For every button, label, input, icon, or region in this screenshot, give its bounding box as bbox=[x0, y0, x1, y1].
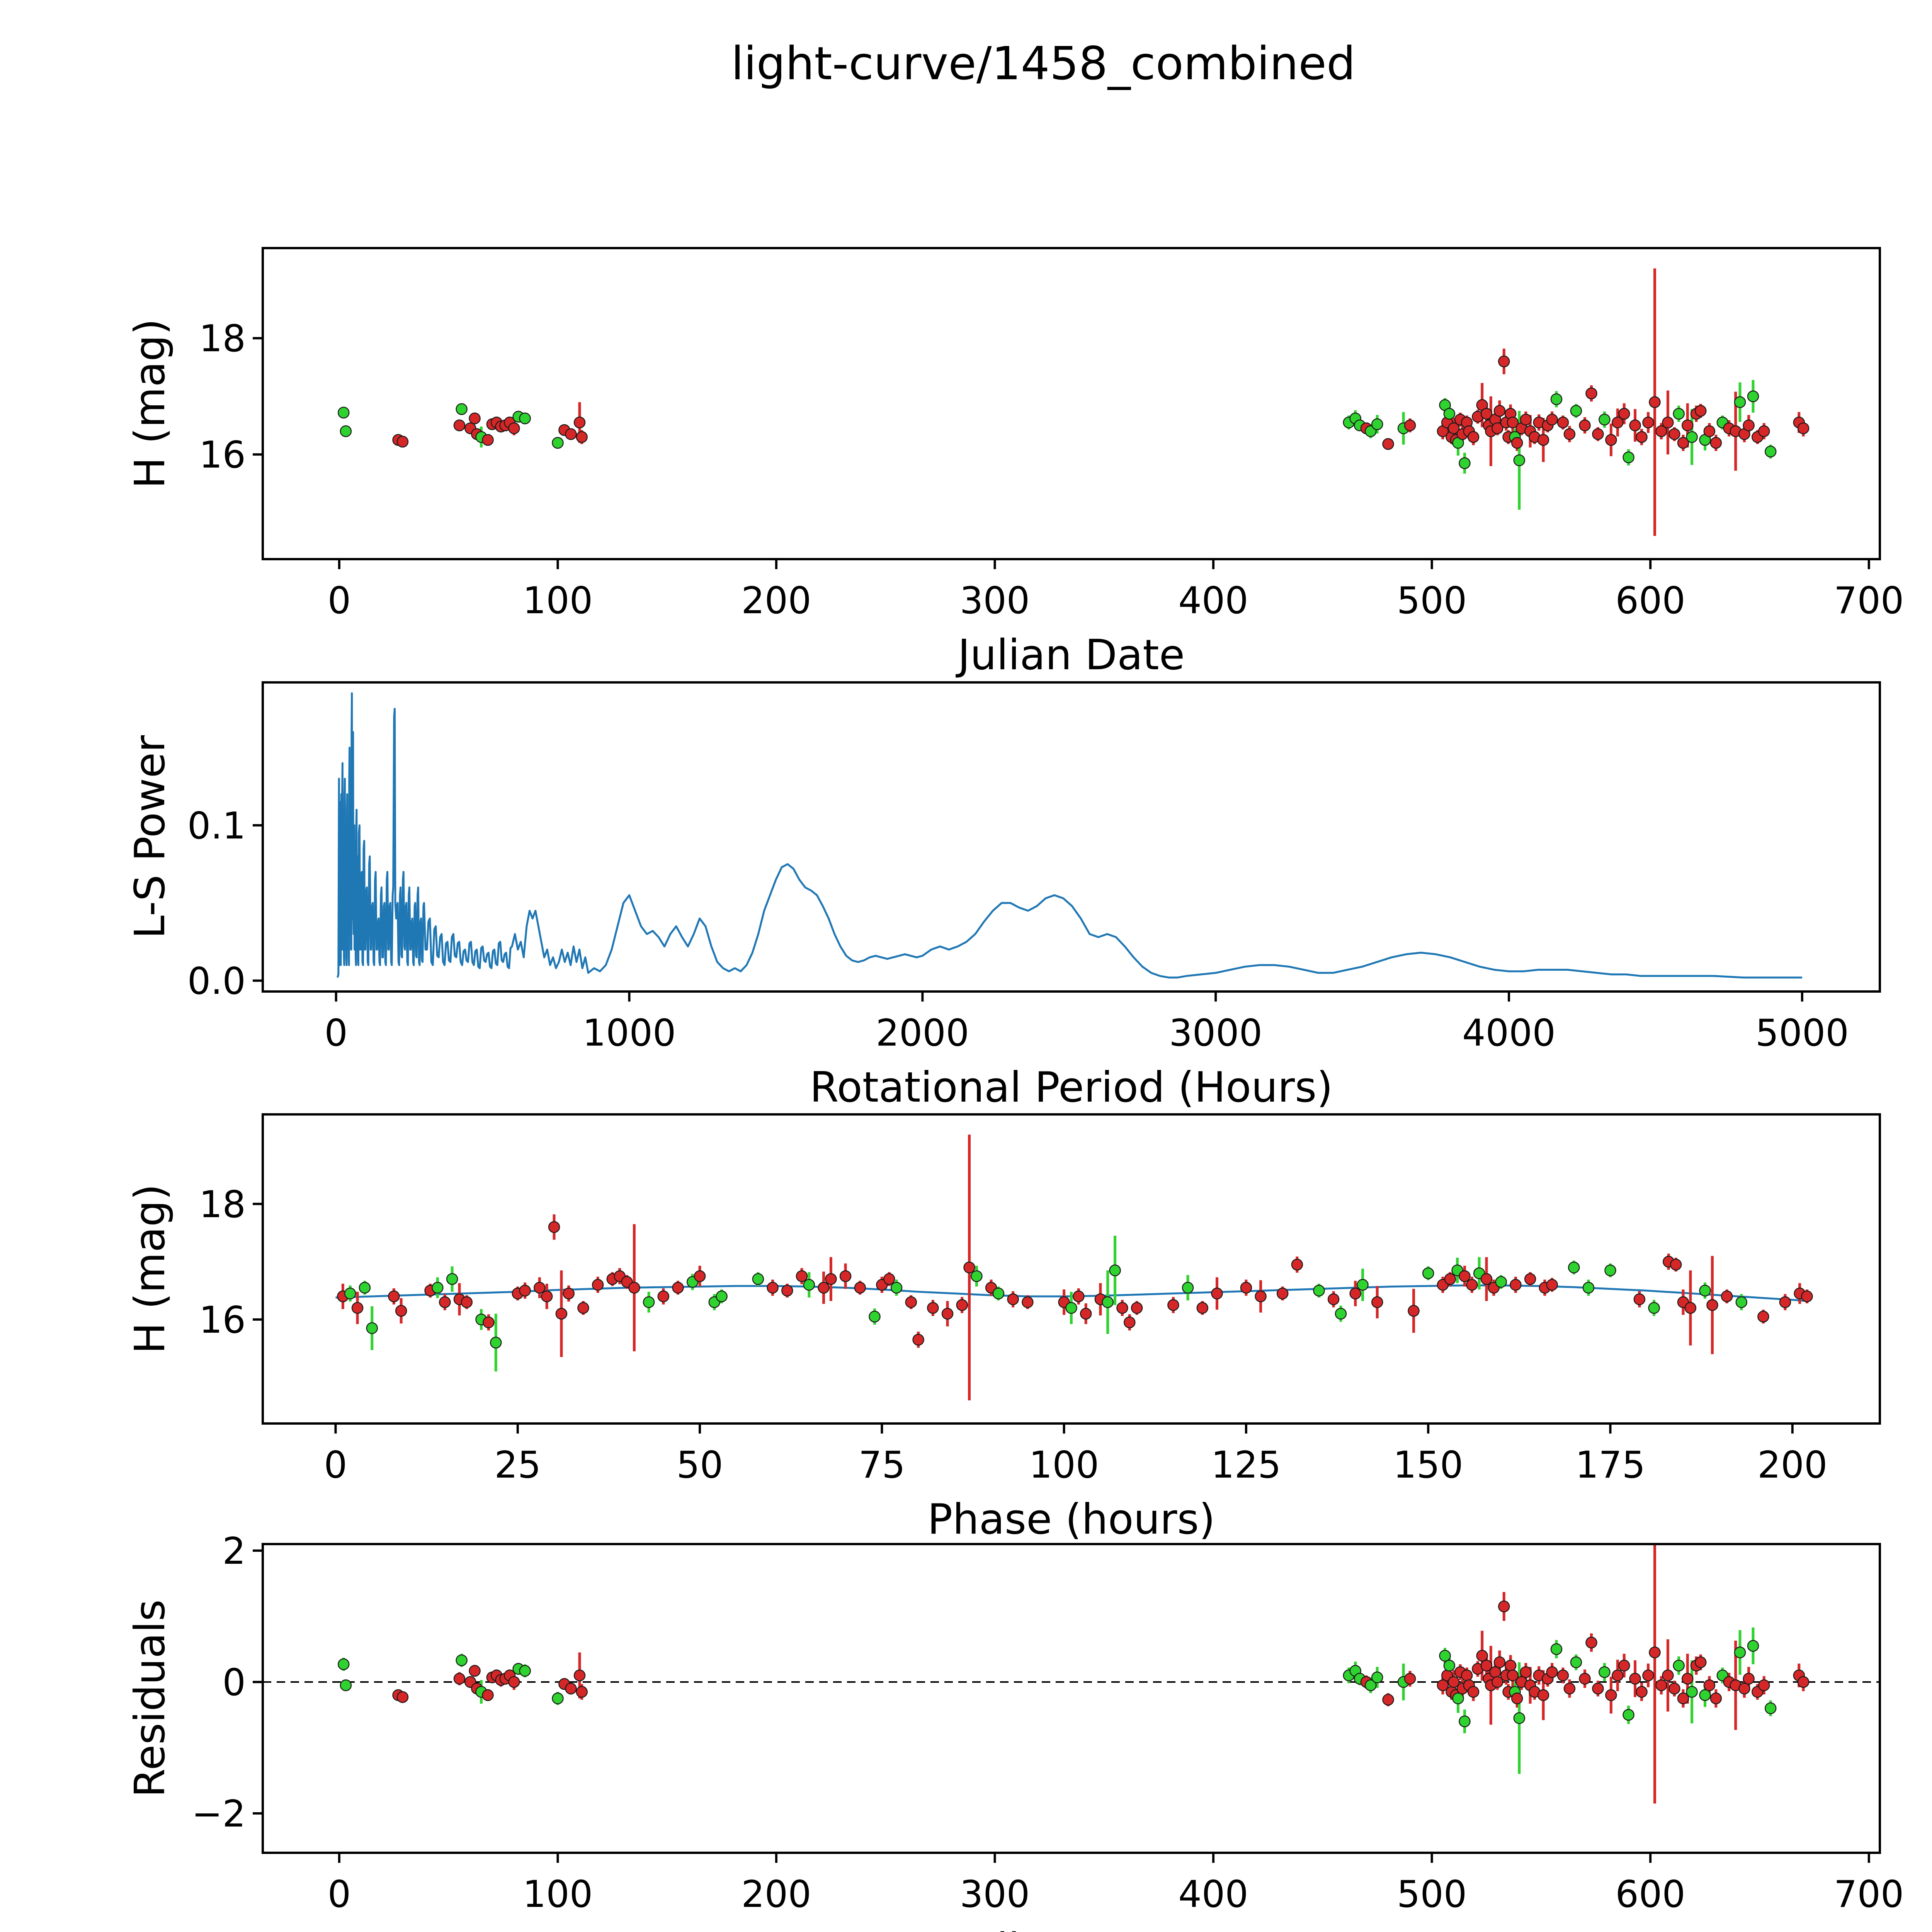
y-tick-label: 16 bbox=[199, 1299, 246, 1342]
y-tick-label: 0.1 bbox=[187, 805, 246, 847]
y-tick-label: 18 bbox=[199, 1184, 246, 1226]
data-points bbox=[338, 1600, 1810, 1728]
x-tick-label: 0 bbox=[324, 1012, 347, 1054]
x-tick-label: 175 bbox=[1575, 1444, 1645, 1486]
error-bars bbox=[342, 1544, 1805, 1804]
x-tick-label: 3000 bbox=[1169, 1012, 1262, 1054]
x-tick-label: 600 bbox=[1616, 1873, 1685, 1916]
x-tick-label: 100 bbox=[523, 1873, 593, 1916]
plot-area-phase_mag bbox=[335, 1134, 1813, 1401]
x-tick-label: 500 bbox=[1397, 1873, 1467, 1916]
y-axis-label: H (mag) bbox=[126, 319, 174, 489]
x-tick-label: 0 bbox=[328, 580, 351, 622]
x-tick-label: 400 bbox=[1178, 580, 1248, 622]
x-axis-label: Julian Date bbox=[956, 631, 1185, 679]
x-tick-label: 700 bbox=[1834, 1873, 1904, 1916]
y-tick-label: −2 bbox=[192, 1793, 246, 1835]
y-axis-label: L-S Power bbox=[126, 735, 174, 939]
plot-area-residuals bbox=[263, 1544, 1880, 1804]
x-tick-label: 0 bbox=[328, 1873, 351, 1916]
y-tick-label: 16 bbox=[199, 434, 246, 476]
x-axis-label: Phase (hours) bbox=[927, 1495, 1215, 1544]
x-tick-label: 25 bbox=[494, 1444, 541, 1486]
data-points bbox=[338, 355, 1810, 469]
y-tick-label: 18 bbox=[199, 318, 246, 360]
axes-box bbox=[262, 681, 1881, 993]
x-tick-label: 500 bbox=[1397, 580, 1467, 622]
x-tick-label: 5000 bbox=[1755, 1012, 1849, 1054]
error-bars bbox=[341, 1134, 1808, 1401]
x-tick-label: 150 bbox=[1393, 1444, 1463, 1486]
periodogram-line bbox=[337, 692, 1802, 979]
axes-box bbox=[262, 1543, 1881, 1854]
x-tick-label: 700 bbox=[1834, 580, 1904, 622]
x-axis-label: Rotational Period (Hours) bbox=[810, 1063, 1333, 1112]
y-axis-label: H (mag) bbox=[126, 1184, 174, 1354]
error-bars bbox=[342, 268, 1805, 536]
axes-box bbox=[262, 1113, 1881, 1425]
x-tick-label: 300 bbox=[960, 580, 1030, 622]
x-tick-label: 75 bbox=[859, 1444, 905, 1486]
x-axis-label: Julian Date bbox=[956, 1925, 1185, 1932]
x-tick-label: 300 bbox=[960, 1873, 1030, 1916]
x-tick-label: 0 bbox=[324, 1444, 347, 1486]
panel-periodogram: 0 1000 2000 3000 4000 5000 0.0 0.1 Rotational Pe… bbox=[126, 681, 1881, 1112]
x-tick-label: 4000 bbox=[1462, 1012, 1556, 1054]
plot-area-jd_mag bbox=[338, 268, 1810, 536]
panel-residuals: 0 100 200 300 400 500 600 700 −2 0 2 Julian Date Res… bbox=[126, 1530, 1904, 1932]
x-tick-label: 100 bbox=[523, 580, 593, 622]
data-points bbox=[337, 1221, 1813, 1349]
panel-phase_mag: 0 25 50 75 100 125 150 175 200 16 18 Phase (hours) H… bbox=[126, 1113, 1881, 1544]
y-tick-label: 2 bbox=[223, 1530, 246, 1573]
axes-box bbox=[262, 247, 1881, 560]
x-tick-label: 125 bbox=[1211, 1444, 1281, 1486]
y-axis-label: Residuals bbox=[126, 1599, 174, 1797]
x-tick-label: 50 bbox=[677, 1444, 723, 1486]
x-tick-label: 200 bbox=[741, 580, 811, 622]
x-tick-label: 1000 bbox=[583, 1012, 676, 1054]
figure-title: light-curve/1458_combined bbox=[731, 37, 1355, 90]
x-tick-label: 100 bbox=[1029, 1444, 1099, 1486]
x-tick-label: 600 bbox=[1616, 580, 1685, 622]
x-tick-label: 2000 bbox=[876, 1012, 969, 1054]
x-tick-label: 400 bbox=[1178, 1873, 1248, 1916]
y-tick-label: 0 bbox=[223, 1662, 246, 1704]
x-tick-label: 200 bbox=[741, 1873, 811, 1916]
plot-area-periodogram bbox=[337, 692, 1802, 979]
x-tick-label: 200 bbox=[1757, 1444, 1827, 1486]
y-tick-label: 0.0 bbox=[187, 960, 246, 1003]
panel-jd_mag: 0 100 200 300 400 500 600 700 16 18 Julian Date H (… bbox=[126, 247, 1904, 679]
